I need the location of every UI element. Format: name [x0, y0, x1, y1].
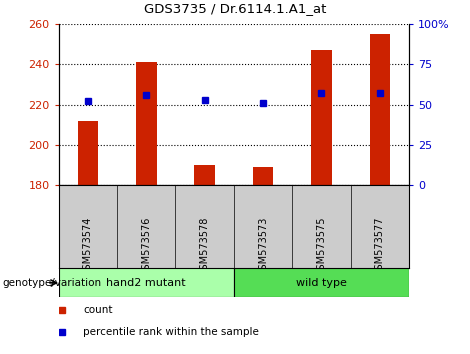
Text: percentile rank within the sample: percentile rank within the sample	[83, 327, 259, 337]
Text: hand2 mutant: hand2 mutant	[107, 278, 186, 288]
Text: count: count	[83, 305, 113, 315]
Bar	[311, 50, 331, 185]
Bar	[195, 165, 215, 185]
Bar	[253, 167, 273, 185]
Bar	[78, 121, 98, 185]
Bar	[59, 268, 234, 297]
Bar	[136, 62, 157, 185]
Bar	[369, 34, 390, 185]
Text: genotype/variation: genotype/variation	[2, 278, 102, 288]
Bar	[234, 268, 409, 297]
Text: wild type: wild type	[296, 278, 347, 288]
Text: GDS3735 / Dr.6114.1.A1_at: GDS3735 / Dr.6114.1.A1_at	[144, 2, 326, 15]
